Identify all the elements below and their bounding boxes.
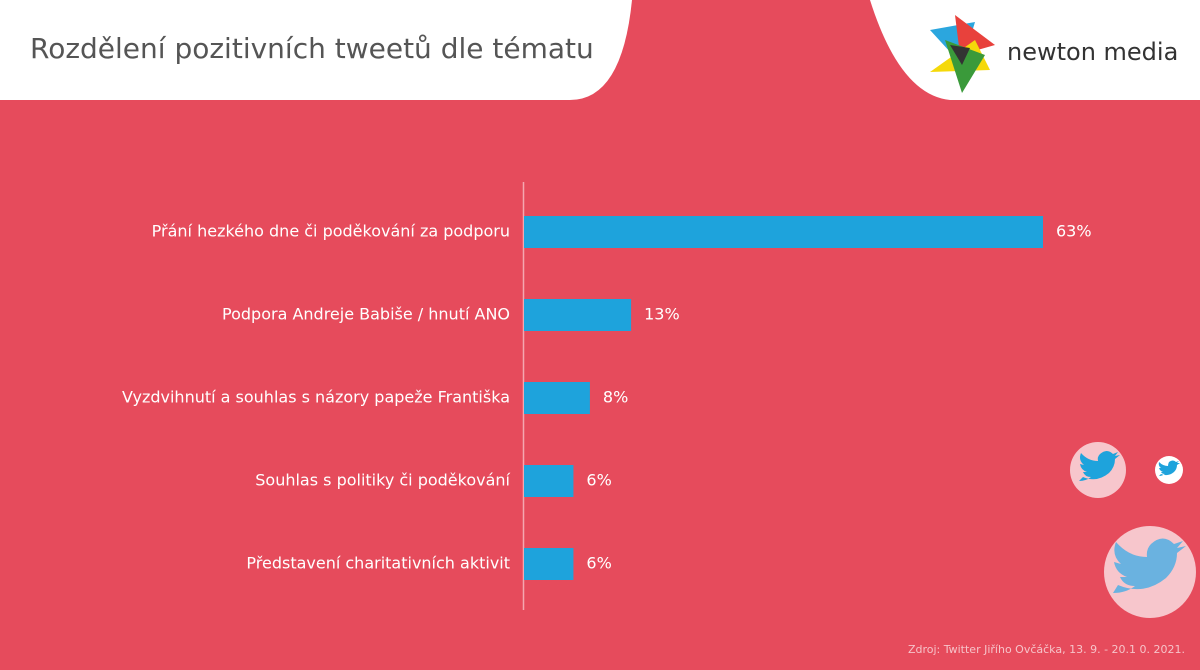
bar [524,548,574,580]
category-label: Přání hezkého dne či poděkování za podpo… [152,222,510,241]
category-label: Představení charitativních aktivit [246,554,510,573]
twitter-icons [1070,442,1196,618]
category-label: Souhlas s politiky či poděkování [255,471,510,490]
title-panel [0,0,632,100]
value-label: 63% [1056,222,1092,241]
logo-panel [870,0,1200,100]
logo-mark [930,15,995,93]
category-label: Podpora Andreje Babiše / hnutí ANO [222,305,510,324]
bar [524,299,632,331]
value-label: 6% [586,471,611,490]
value-label: 6% [586,554,611,573]
bar [524,465,574,497]
chart-title: Rozdělení pozitivních tweetů dle tématu [30,32,594,65]
logo-text: newton media [1007,38,1178,66]
bar [524,216,1043,248]
value-label: 8% [603,388,628,407]
category-label: Vyzdvihnutí a souhlas s názory papeže Fr… [122,388,510,407]
source-note: Zdroj: Twitter Jiřího Ovčáčka, 13. 9. - … [908,643,1185,656]
bar [524,382,590,414]
value-label: 13% [644,305,680,324]
